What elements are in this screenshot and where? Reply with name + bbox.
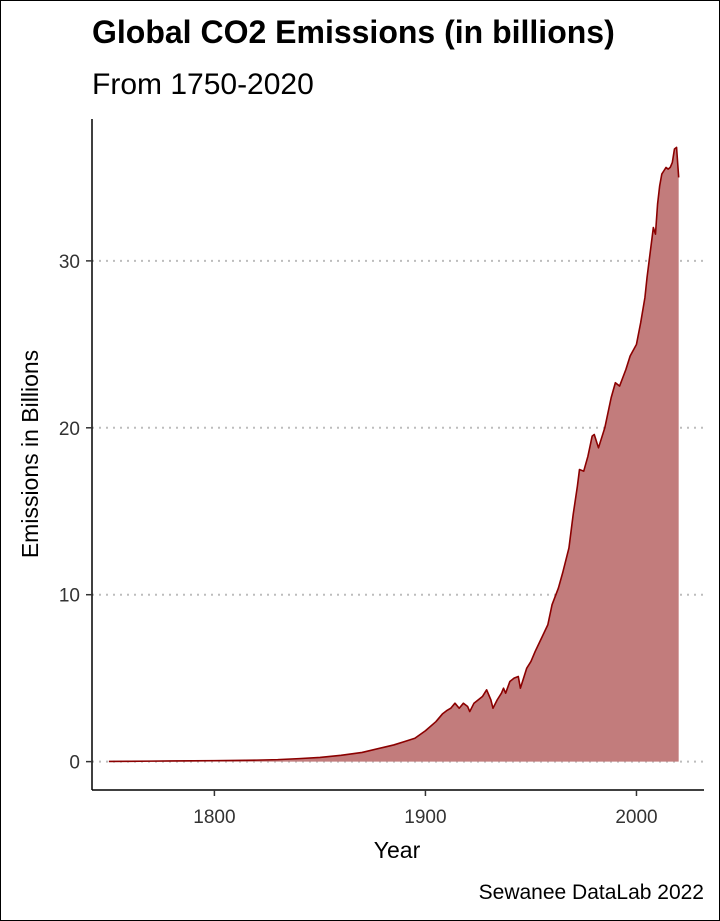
plot-area bbox=[108, 146, 680, 763]
axes bbox=[86, 119, 704, 796]
emissions-area-fill bbox=[108, 147, 679, 762]
y-tick-label-30: 30 bbox=[59, 252, 80, 273]
x-tick-label-2000: 2000 bbox=[615, 807, 657, 828]
tick-labels: 0 10 20 30 1800 1900 2000 bbox=[59, 252, 658, 828]
chart-title: Global CO2 Emissions (in billions) bbox=[92, 14, 615, 50]
x-tick-label-1800: 1800 bbox=[193, 807, 235, 828]
y-axis-label: Emissions in Billions bbox=[17, 350, 43, 558]
x-axis-label: Year bbox=[374, 837, 421, 863]
x-tick-label-1900: 1900 bbox=[404, 807, 446, 828]
chart-caption: Sewanee DataLab 2022 bbox=[479, 881, 704, 904]
y-tick-label-20: 20 bbox=[59, 419, 80, 440]
chart-subtitle: From 1750-2020 bbox=[92, 68, 314, 101]
y-tick-label-10: 10 bbox=[59, 586, 80, 607]
emissions-line bbox=[108, 146, 680, 763]
y-tick-label-0: 0 bbox=[69, 753, 80, 774]
